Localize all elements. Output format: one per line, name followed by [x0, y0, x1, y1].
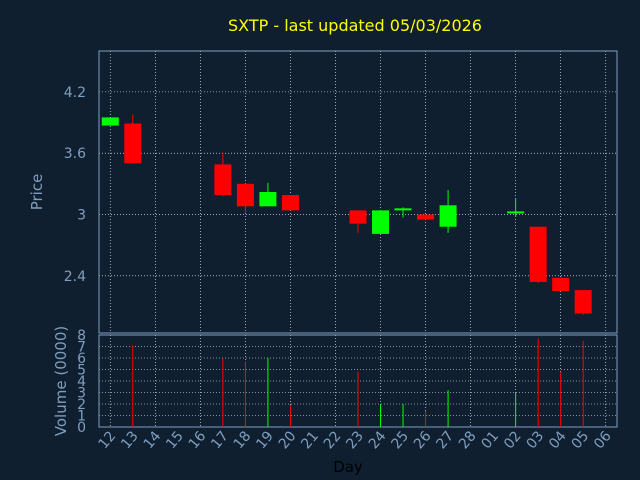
x-tick-label: 02	[501, 428, 525, 452]
x-tick-label: 14	[141, 428, 165, 452]
volume-tick-label: 5	[77, 363, 86, 379]
candle-body	[124, 123, 142, 164]
volume-tick-label: 6	[77, 351, 86, 367]
x-tick-label: 24	[366, 428, 390, 452]
volume-axis-label: Volume (0000)	[52, 326, 70, 436]
volume-tick-label: 0	[77, 420, 86, 436]
candle-body	[439, 205, 457, 227]
candle-body	[552, 277, 570, 292]
x-axis-label: Day	[333, 458, 363, 476]
candles	[101, 114, 592, 315]
x-tick-labels: 1213141516171819202122232425262728010203…	[96, 428, 615, 452]
candle-body	[259, 192, 277, 207]
candle-body	[507, 211, 525, 214]
x-tick-label: 12	[96, 428, 120, 452]
volume-bars	[132, 338, 584, 427]
volume-tick-label: 2	[77, 397, 86, 413]
volume-tick-label: 8	[77, 328, 86, 344]
x-tick-label: 16	[186, 428, 210, 452]
x-tick-label: 20	[276, 428, 300, 452]
price-grid	[99, 51, 617, 333]
x-tick-label: 06	[591, 428, 615, 452]
candle-body	[529, 226, 547, 282]
x-tick-label: 05	[569, 428, 593, 452]
volume-tick-label: 7	[77, 340, 86, 356]
candle-body	[574, 290, 592, 314]
price-tick-labels: 2.4 3 3.6 4.2	[64, 85, 86, 285]
x-tick-label: 25	[388, 428, 412, 452]
price-tick-label: 3	[77, 207, 86, 223]
candle-body	[372, 210, 390, 234]
x-tick-label: 01	[478, 428, 502, 452]
volume-tick-label: 1	[77, 409, 86, 425]
x-tick-label: 18	[231, 428, 255, 452]
candle-body	[394, 208, 412, 211]
x-tick-label: 22	[321, 428, 345, 452]
x-tick-label: 26	[411, 428, 435, 452]
candle-body	[101, 117, 119, 126]
chart-title: SXTP - last updated 05/03/2026	[228, 16, 482, 35]
candle-body	[214, 164, 232, 196]
volume-tick-label: 4	[77, 374, 86, 390]
candle-body	[349, 210, 367, 224]
x-tick-label: 27	[433, 428, 457, 452]
x-tick-label: 19	[253, 428, 277, 452]
x-tick-label: 13	[118, 428, 142, 452]
y-axis-label: Price	[28, 174, 46, 211]
price-tick-label: 3.6	[64, 146, 86, 162]
x-tick-label: 15	[163, 428, 187, 452]
candle-body	[236, 183, 254, 207]
volume-tick-label: 3	[77, 386, 86, 402]
price-panel-frame	[98, 50, 618, 334]
candle-body	[417, 214, 435, 220]
x-tick-label: 28	[456, 428, 480, 452]
x-tick-label: 04	[546, 428, 570, 452]
x-tick-label: 17	[208, 428, 232, 452]
price-tick-label: 4.2	[64, 85, 86, 101]
x-tick-label: 03	[524, 428, 548, 452]
x-tick-label: 23	[343, 428, 367, 452]
price-tick-label: 2.4	[64, 269, 86, 285]
candle-body	[281, 195, 299, 211]
x-tick-label: 21	[298, 428, 322, 452]
